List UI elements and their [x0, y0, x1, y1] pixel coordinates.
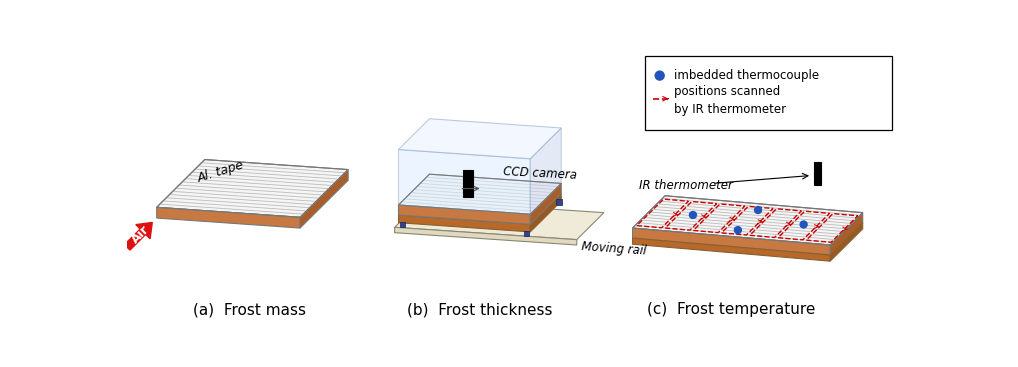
Bar: [523, 231, 529, 236]
Text: positions scanned: positions scanned: [674, 84, 780, 98]
Bar: [400, 222, 405, 227]
Circle shape: [656, 71, 664, 80]
Polygon shape: [395, 200, 604, 240]
Text: imbedded thermocouple: imbedded thermocouple: [674, 69, 818, 82]
Polygon shape: [632, 238, 830, 261]
Polygon shape: [530, 128, 561, 214]
Polygon shape: [398, 119, 561, 159]
Circle shape: [734, 226, 741, 233]
Text: (c)  Frost temperature: (c) Frost temperature: [647, 302, 815, 317]
Circle shape: [800, 221, 807, 228]
Text: (a)  Frost mass: (a) Frost mass: [193, 302, 306, 317]
Polygon shape: [300, 170, 348, 228]
Circle shape: [689, 211, 696, 218]
Polygon shape: [530, 193, 561, 232]
Polygon shape: [830, 212, 862, 255]
Polygon shape: [398, 174, 561, 214]
Polygon shape: [530, 184, 561, 224]
Polygon shape: [395, 227, 577, 245]
Bar: [556, 199, 562, 204]
Polygon shape: [398, 205, 530, 224]
Text: Moving rail: Moving rail: [581, 240, 647, 258]
FancyArrow shape: [124, 222, 153, 250]
Polygon shape: [632, 196, 862, 245]
Polygon shape: [830, 223, 862, 261]
Polygon shape: [632, 228, 830, 255]
Polygon shape: [398, 149, 530, 214]
FancyBboxPatch shape: [645, 55, 892, 130]
Text: Al. tape: Al. tape: [196, 159, 246, 185]
Text: (b)  Frost thickness: (b) Frost thickness: [407, 302, 553, 317]
Text: Air: Air: [129, 222, 152, 246]
Bar: [463, 170, 473, 197]
Bar: [813, 161, 822, 185]
Polygon shape: [157, 207, 300, 228]
Polygon shape: [398, 215, 530, 232]
Text: CCD camera: CCD camera: [503, 165, 577, 182]
Circle shape: [754, 207, 761, 214]
Text: by IR thermometer: by IR thermometer: [674, 103, 786, 116]
Text: IR thermometer: IR thermometer: [638, 179, 733, 192]
Polygon shape: [157, 160, 348, 217]
